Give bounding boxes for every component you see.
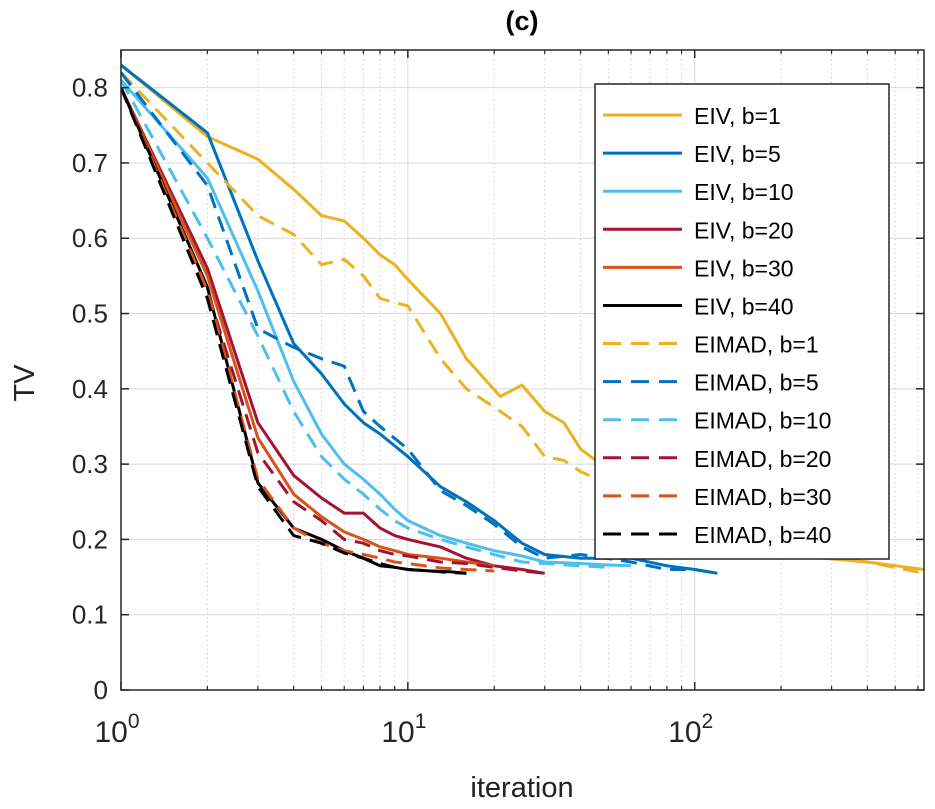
series-line-11	[121, 87, 467, 575]
series-line-10	[121, 87, 495, 573]
y-axis-label: TV	[9, 364, 41, 402]
y-tick-label: 0.4	[72, 374, 108, 404]
legend-label-10: EIMAD, b=30	[694, 484, 831, 510]
series-line-9	[121, 87, 545, 575]
legend: EIV, b=1 EIV, b=5 EIV, b=10 EIV, b=20 EIV, b…	[594, 83, 890, 560]
y-tick-label: 0.7	[72, 148, 108, 178]
y-tick-label: 0.6	[72, 223, 108, 253]
series-line-8	[121, 79, 609, 569]
x-tick-label: 101	[381, 710, 426, 749]
x-tick-label-exponent: 1	[415, 710, 427, 733]
series-line-4	[121, 86, 495, 568]
x-tick-label: 102	[668, 710, 713, 749]
legend-label-8: EIMAD, b=10	[694, 408, 831, 434]
series-line-2	[121, 79, 632, 568]
y-tick-label: 0	[94, 675, 108, 705]
y-tick-label: 0.5	[72, 299, 108, 329]
legend-label-4: EIV, b=30	[694, 255, 794, 281]
x-tick-label-exponent: 0	[128, 710, 140, 733]
legend-label-5: EIV, b=40	[694, 293, 794, 319]
legend-box	[594, 83, 890, 560]
y-tick-label: 0.8	[72, 73, 108, 103]
y-tick-label: 0.3	[72, 449, 108, 479]
legend-label-0: EIV, b=1	[694, 103, 781, 129]
x-axis-label: iteration	[470, 772, 573, 804]
x-tick-label-base: 10	[381, 716, 414, 749]
x-tick-label-base: 10	[668, 716, 701, 749]
legend-label-1: EIV, b=5	[694, 141, 781, 167]
legend-label-3: EIV, b=20	[694, 217, 794, 243]
series-line-7	[121, 71, 718, 575]
legend-label-9: EIMAD, b=20	[694, 446, 831, 472]
legend-label-7: EIMAD, b=5	[694, 370, 819, 396]
y-tick-label: 0.2	[72, 524, 108, 554]
chart-title: (c)	[506, 6, 539, 36]
x-tick-label: 100	[94, 710, 139, 749]
x-tick-label-base: 10	[94, 716, 127, 749]
legend-label-6: EIMAD, b=1	[694, 332, 819, 358]
y-tick-label: 0.1	[72, 600, 108, 630]
axes-frame	[120, 49, 925, 691]
legend-label-2: EIV, b=10	[694, 179, 794, 205]
x-tick-label-exponent: 2	[702, 710, 714, 733]
legend-label-11: EIMAD, b=40	[694, 522, 831, 548]
